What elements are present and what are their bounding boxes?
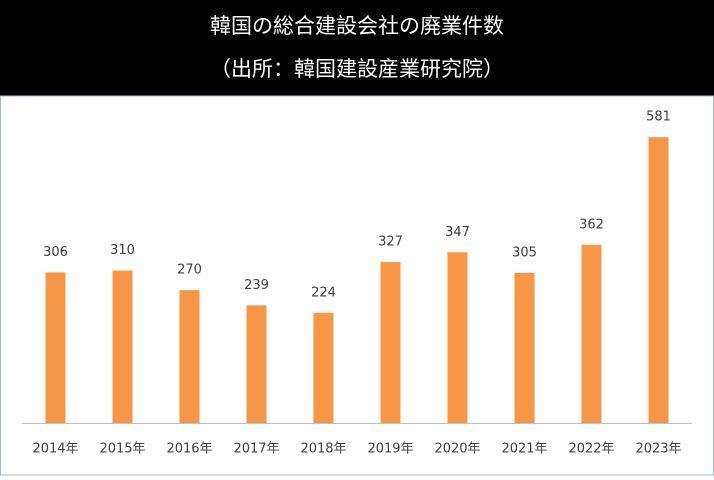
x-tick-label: 2021年 — [501, 442, 547, 457]
bar — [313, 312, 334, 423]
bar — [648, 137, 669, 423]
data-label: 581 — [646, 110, 671, 125]
bar — [514, 272, 535, 423]
data-label: 270 — [177, 263, 202, 278]
bar — [380, 262, 401, 423]
data-label: 305 — [512, 245, 537, 260]
x-tick-label: 2015年 — [99, 442, 145, 457]
data-label: 347 — [445, 225, 470, 240]
x-tick-label: 2017年 — [233, 442, 279, 457]
data-label: 362 — [579, 217, 604, 232]
bar — [179, 290, 200, 423]
bar — [112, 270, 133, 423]
x-tick-label: 2023年 — [635, 442, 681, 457]
x-tick-label: 2020年 — [434, 442, 480, 457]
data-label: 310 — [110, 243, 135, 258]
data-label: 306 — [43, 245, 68, 260]
x-tick-label: 2022年 — [568, 442, 614, 457]
plot-frame — [0, 95, 714, 476]
data-label: 224 — [311, 285, 336, 300]
chart-subtitle: （出所：韓国建設産業研究院） — [210, 57, 504, 81]
bar — [246, 305, 267, 423]
data-label: 327 — [378, 235, 403, 250]
header-background — [0, 0, 714, 96]
bar — [581, 244, 602, 423]
bar — [45, 272, 66, 423]
x-tick-label: 2018年 — [300, 442, 346, 457]
x-tick-label: 2014年 — [32, 442, 78, 457]
data-label: 239 — [244, 278, 269, 293]
x-tick-label: 2016年 — [166, 442, 212, 457]
bar — [447, 252, 468, 423]
x-tick-label: 2019年 — [367, 442, 413, 457]
chart-title: 韓国の総合建設会社の廃業件数 — [210, 14, 504, 38]
